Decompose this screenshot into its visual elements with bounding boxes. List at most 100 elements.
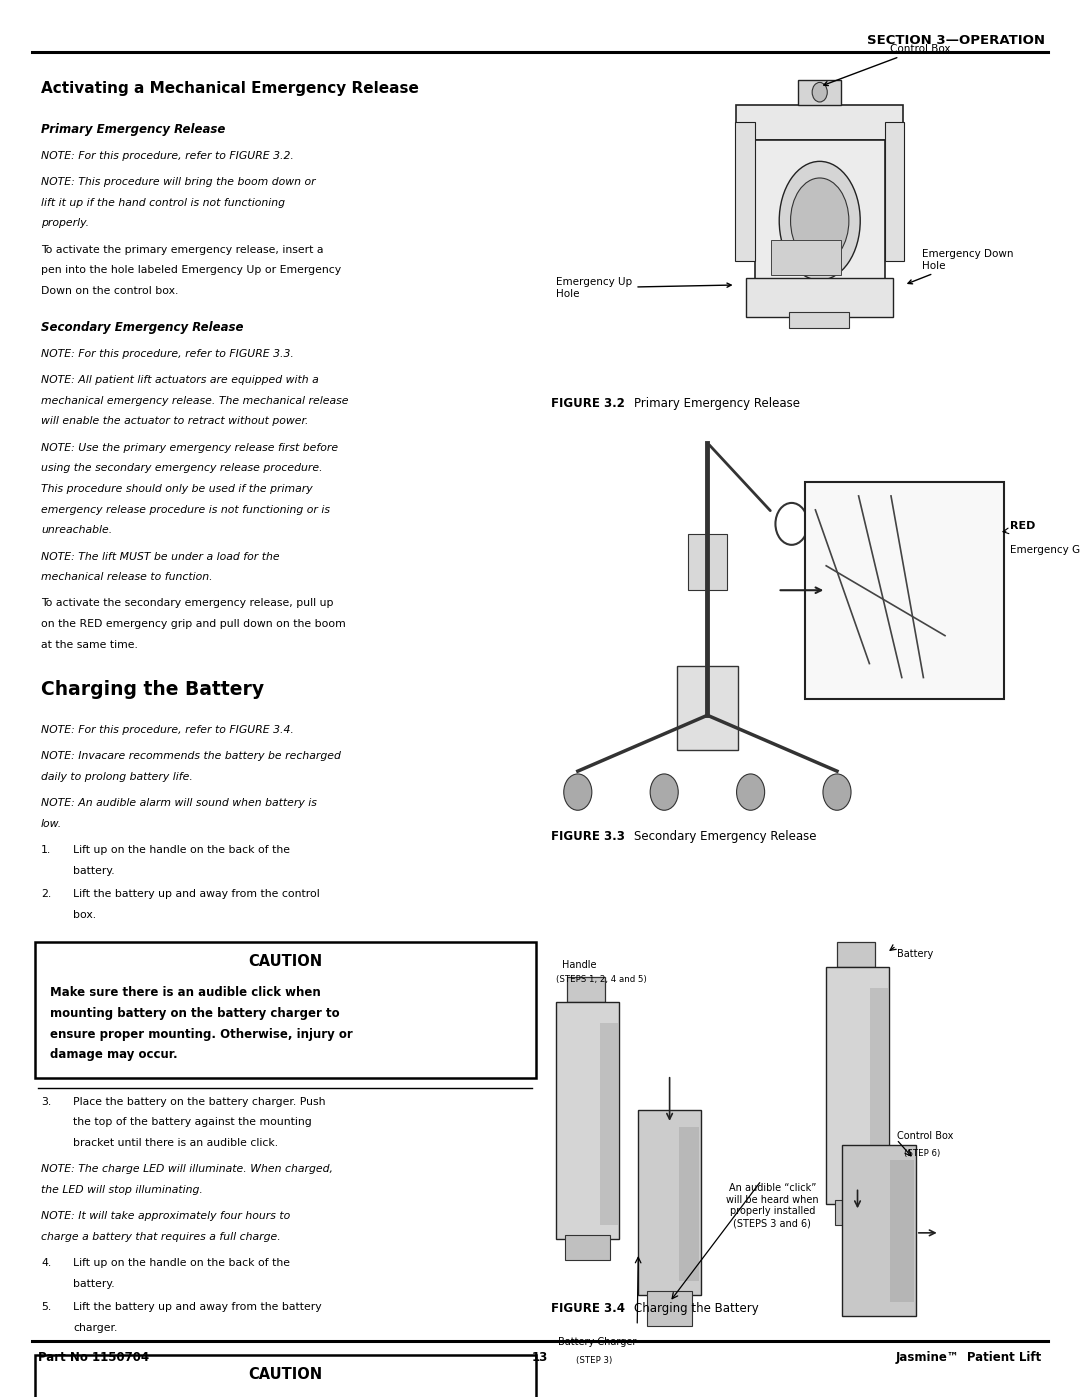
- Text: Battery: Battery: [897, 949, 934, 958]
- Text: battery.: battery.: [73, 866, 116, 876]
- Bar: [567, 977, 605, 1002]
- Text: 4.: 4.: [41, 1259, 51, 1268]
- Text: 5.: 5.: [41, 1302, 51, 1312]
- Text: NOTE: For this procedure, refer to FIGURE 3.4.: NOTE: For this procedure, refer to FIGUR…: [41, 725, 294, 735]
- Text: emergency release procedure is not functioning or is: emergency release procedure is not funct…: [41, 504, 330, 514]
- Circle shape: [774, 285, 783, 296]
- Text: low.: low.: [41, 819, 63, 828]
- Text: SECTION 3—OPERATION: SECTION 3—OPERATION: [867, 34, 1045, 46]
- Text: NOTE: The lift MUST be under a load for the: NOTE: The lift MUST be under a load for …: [41, 552, 280, 562]
- Text: will enable the actuator to retract without power.: will enable the actuator to retract with…: [41, 416, 309, 426]
- Text: Activating a Mechanical Emergency Release: Activating a Mechanical Emergency Releas…: [41, 81, 419, 96]
- Text: Place the battery on the battery charger. Push: Place the battery on the battery charger…: [73, 1097, 326, 1106]
- Text: NOTE: This procedure will bring the boom down or: NOTE: This procedure will bring the boom…: [41, 177, 315, 187]
- Text: Lift the battery up and away from the battery: Lift the battery up and away from the ba…: [73, 1302, 322, 1312]
- Text: charge a battery that requires a full charge.: charge a battery that requires a full ch…: [41, 1232, 281, 1242]
- Text: (STEPS 1, 2, 4 and 5): (STEPS 1, 2, 4 and 5): [556, 975, 647, 983]
- Text: the top of the battery against the mounting: the top of the battery against the mount…: [73, 1118, 312, 1127]
- Text: Make sure there is an audible click when: Make sure there is an audible click when: [50, 986, 321, 999]
- Text: To activate the primary emergency release, insert a: To activate the primary emergency releas…: [41, 244, 324, 254]
- Text: battery.: battery.: [73, 1278, 116, 1289]
- Text: Charging the Battery: Charging the Battery: [634, 1302, 759, 1315]
- Text: Secondary Emergency Release: Secondary Emergency Release: [41, 321, 244, 334]
- Text: Control Box: Control Box: [824, 43, 950, 85]
- Text: NOTE: Invacare recommends the battery be recharged: NOTE: Invacare recommends the battery be…: [41, 752, 341, 761]
- Bar: [735, 122, 755, 261]
- Bar: [805, 482, 1004, 698]
- Text: CAUTION: CAUTION: [248, 954, 322, 970]
- Text: This procedure should only be used if the primary: This procedure should only be used if th…: [41, 483, 313, 495]
- Text: An audible “click”
will be heard when
properly installed
(STEPS 3 and 6): An audible “click” will be heard when pr…: [726, 1183, 819, 1228]
- Bar: [35, 942, 536, 1078]
- Text: NOTE: It will take approximately four hours to: NOTE: It will take approximately four ho…: [41, 1211, 291, 1221]
- Circle shape: [820, 285, 828, 296]
- Text: the LED will stop illuminating.: the LED will stop illuminating.: [41, 1185, 203, 1194]
- Text: at the same time.: at the same time.: [41, 640, 138, 650]
- Bar: [737, 105, 904, 140]
- Text: pen into the hole labeled Emergency Up or Emergency: pen into the hole labeled Emergency Up o…: [41, 265, 341, 275]
- Text: NOTE: An audible alarm will sound when battery is: NOTE: An audible alarm will sound when b…: [41, 798, 316, 807]
- Text: Lift up on the handle on the back of the: Lift up on the handle on the back of the: [73, 1259, 291, 1268]
- Text: bracket until there is an audible click.: bracket until there is an audible click.: [73, 1139, 279, 1148]
- Text: on the RED emergency grip and pull down on the boom: on the RED emergency grip and pull down …: [41, 619, 346, 629]
- Text: ensure proper mounting. Otherwise, injury or: ensure proper mounting. Otherwise, injur…: [50, 1028, 352, 1041]
- Text: Lift the battery up and away from the control: Lift the battery up and away from the co…: [73, 888, 320, 900]
- Bar: [842, 1146, 916, 1316]
- Bar: [688, 534, 727, 590]
- Text: properly.: properly.: [41, 218, 90, 229]
- Text: NOTE: For this procedure, refer to FIGURE 3.2.: NOTE: For this procedure, refer to FIGUR…: [41, 151, 294, 161]
- Circle shape: [805, 285, 813, 296]
- Text: Jasmine™  Patient Lift: Jasmine™ Patient Lift: [896, 1351, 1042, 1363]
- Bar: [890, 1160, 914, 1302]
- Circle shape: [812, 82, 827, 102]
- Bar: [789, 312, 849, 328]
- Circle shape: [737, 774, 765, 810]
- Bar: [746, 278, 893, 317]
- Text: Charging the Battery: Charging the Battery: [41, 680, 265, 698]
- Text: Emergency Grip: Emergency Grip: [1010, 545, 1080, 555]
- Text: NOTE: For this procedure, refer to FIGURE 3.3.: NOTE: For this procedure, refer to FIGUR…: [41, 349, 294, 359]
- Circle shape: [789, 285, 798, 296]
- Text: Primary Emergency Release: Primary Emergency Release: [41, 123, 226, 136]
- Bar: [771, 240, 841, 275]
- Text: FIGURE 3.3: FIGURE 3.3: [551, 830, 624, 842]
- Circle shape: [835, 285, 843, 296]
- Circle shape: [850, 285, 859, 296]
- Bar: [755, 140, 885, 286]
- Text: (STEP 3): (STEP 3): [576, 1356, 612, 1365]
- Bar: [600, 1023, 618, 1225]
- Text: Down on the control box.: Down on the control box.: [41, 286, 178, 296]
- Text: mechanical emergency release. The mechanical release: mechanical emergency release. The mechan…: [41, 395, 349, 405]
- Text: damage may occur.: damage may occur.: [50, 1048, 177, 1062]
- Text: CAUTION: CAUTION: [248, 1368, 322, 1383]
- Text: FIGURE 3.4: FIGURE 3.4: [551, 1302, 625, 1315]
- Text: (STEP 6): (STEP 6): [904, 1150, 941, 1158]
- Text: 2.: 2.: [41, 888, 51, 900]
- Bar: [638, 1109, 701, 1295]
- Text: NOTE: All patient lift actuators are equipped with a: NOTE: All patient lift actuators are equ…: [41, 374, 319, 386]
- Text: daily to prolong battery life.: daily to prolong battery life.: [41, 771, 193, 782]
- Text: To activate the secondary emergency release, pull up: To activate the secondary emergency rele…: [41, 598, 334, 609]
- Text: lift it up if the hand control is not functioning: lift it up if the hand control is not fu…: [41, 198, 285, 208]
- Bar: [35, 1355, 536, 1397]
- Bar: [677, 666, 738, 750]
- Text: RED: RED: [1010, 521, 1035, 531]
- Text: FIGURE 3.2: FIGURE 3.2: [551, 397, 624, 409]
- Text: NOTE: The charge LED will illuminate. When charged,: NOTE: The charge LED will illuminate. Wh…: [41, 1164, 333, 1175]
- Text: Handle: Handle: [562, 960, 596, 970]
- Text: Lift up on the handle on the back of the: Lift up on the handle on the back of the: [73, 845, 291, 855]
- Text: Emergency Down
Hole: Emergency Down Hole: [908, 249, 1014, 284]
- Text: unreachable.: unreachable.: [41, 525, 112, 535]
- Text: Secondary Emergency Release: Secondary Emergency Release: [634, 830, 816, 842]
- Text: box.: box.: [73, 909, 96, 919]
- Bar: [798, 80, 841, 105]
- Bar: [870, 989, 888, 1190]
- Text: NOTE: Use the primary emergency release first before: NOTE: Use the primary emergency release …: [41, 443, 338, 453]
- Bar: [835, 1200, 880, 1225]
- Text: mounting battery on the battery charger to: mounting battery on the battery charger …: [50, 1007, 339, 1020]
- Text: Part No 1150704: Part No 1150704: [38, 1351, 149, 1363]
- Bar: [647, 1291, 692, 1326]
- Bar: [885, 122, 904, 261]
- Bar: [679, 1126, 699, 1281]
- Text: Battery Charger: Battery Charger: [558, 1337, 637, 1347]
